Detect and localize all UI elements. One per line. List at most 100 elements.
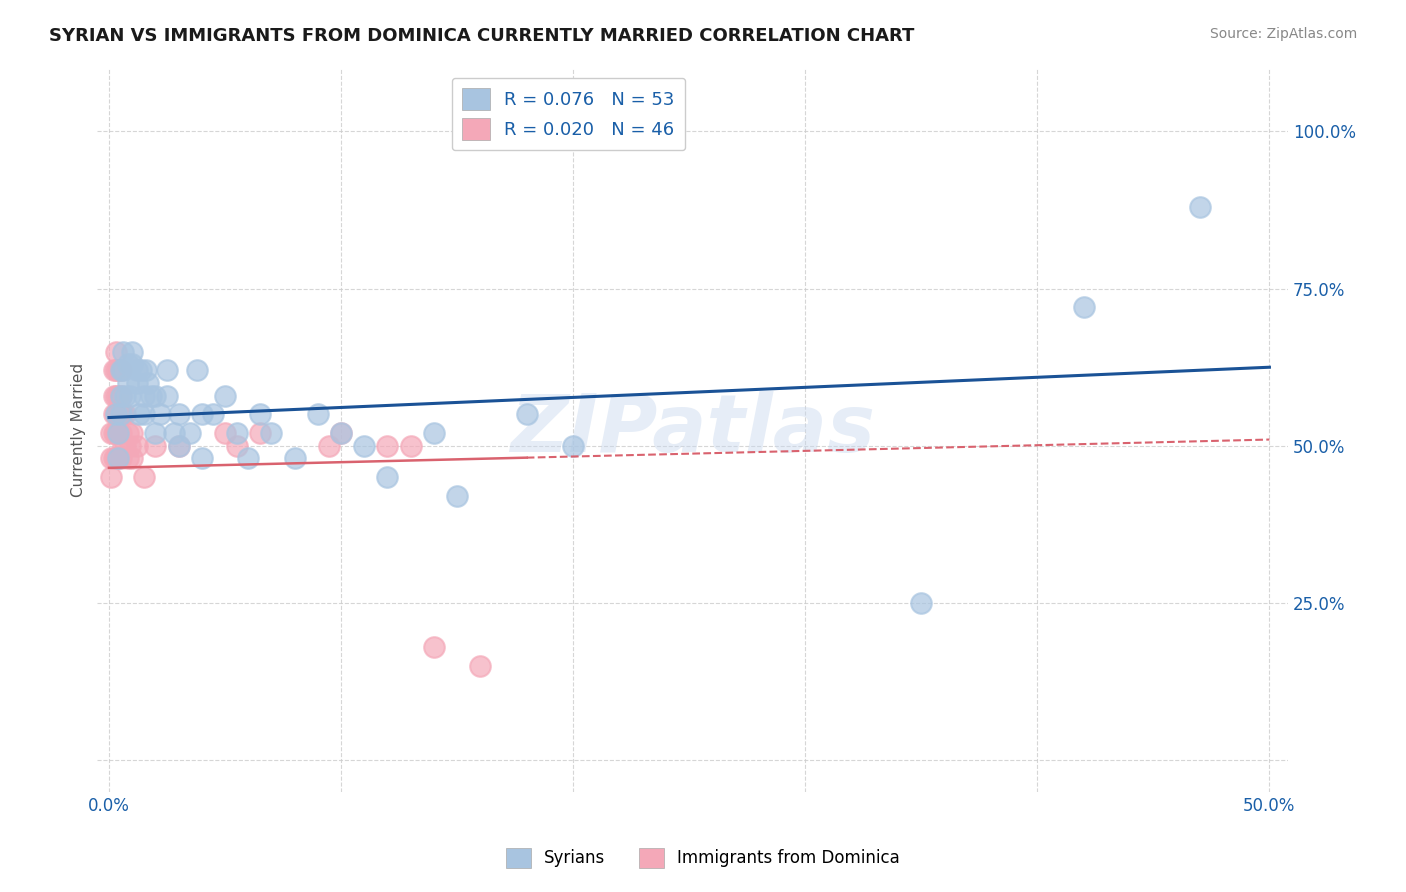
Text: SYRIAN VS IMMIGRANTS FROM DOMINICA CURRENTLY MARRIED CORRELATION CHART: SYRIAN VS IMMIGRANTS FROM DOMINICA CURRE…	[49, 27, 914, 45]
Point	[110, 426, 132, 441]
Point	[132, 388, 155, 402]
Point	[132, 470, 155, 484]
Point	[117, 376, 139, 390]
Point	[214, 388, 236, 402]
Point	[470, 659, 492, 673]
Point	[186, 363, 208, 377]
Point	[121, 357, 143, 371]
Point	[114, 408, 136, 422]
Point	[110, 388, 132, 402]
Point	[121, 344, 143, 359]
Point	[238, 451, 260, 466]
Point	[110, 408, 132, 422]
Point	[125, 439, 148, 453]
Point	[100, 470, 122, 484]
Point	[114, 388, 136, 402]
Point	[107, 426, 129, 441]
Point	[107, 388, 129, 402]
Point	[128, 408, 150, 422]
Point	[423, 426, 446, 441]
Point	[121, 451, 143, 466]
Point	[910, 596, 932, 610]
Point	[202, 408, 225, 422]
Legend: R = 0.076   N = 53, R = 0.020   N = 46: R = 0.076 N = 53, R = 0.020 N = 46	[451, 78, 685, 151]
Point	[103, 363, 125, 377]
Point	[104, 388, 127, 402]
Point	[307, 408, 329, 422]
Point	[131, 363, 153, 377]
Point	[225, 439, 247, 453]
Point	[111, 344, 134, 359]
Point	[167, 439, 190, 453]
Point	[167, 439, 190, 453]
Point	[104, 426, 127, 441]
Point	[249, 426, 271, 441]
Point	[156, 363, 179, 377]
Point	[107, 408, 129, 422]
Point	[110, 451, 132, 466]
Point	[1073, 301, 1095, 315]
Point	[135, 363, 157, 377]
Point	[107, 451, 129, 466]
Point	[163, 426, 186, 441]
Point	[260, 426, 283, 441]
Y-axis label: Currently Married: Currently Married	[72, 363, 86, 497]
Point	[399, 439, 422, 453]
Point	[104, 451, 127, 466]
Point	[110, 388, 132, 402]
Point	[179, 426, 201, 441]
Point	[446, 489, 468, 503]
Point	[117, 451, 139, 466]
Point	[191, 451, 214, 466]
Point	[104, 344, 127, 359]
Point	[111, 439, 134, 453]
Point	[138, 376, 160, 390]
Point	[118, 388, 141, 402]
Point	[100, 426, 122, 441]
Point	[110, 408, 132, 422]
Point	[330, 426, 353, 441]
Point	[107, 363, 129, 377]
Point	[225, 426, 247, 441]
Point	[562, 439, 585, 453]
Point	[249, 408, 271, 422]
Point	[423, 640, 446, 654]
Point	[139, 388, 162, 402]
Point	[149, 408, 172, 422]
Point	[516, 408, 538, 422]
Point	[110, 363, 132, 377]
Point	[103, 388, 125, 402]
Point	[100, 451, 122, 466]
Point	[103, 408, 125, 422]
Point	[145, 426, 167, 441]
Point	[167, 408, 190, 422]
Point	[214, 426, 236, 441]
Point	[117, 426, 139, 441]
Point	[117, 357, 139, 371]
Point	[145, 439, 167, 453]
Point	[132, 408, 155, 422]
Point	[110, 363, 132, 377]
Point	[104, 363, 127, 377]
Text: ZIPatlas: ZIPatlas	[510, 391, 875, 469]
Point	[377, 439, 399, 453]
Point	[118, 439, 141, 453]
Point	[104, 408, 127, 422]
Point	[125, 376, 148, 390]
Point	[1188, 200, 1211, 214]
Point	[104, 408, 127, 422]
Point	[107, 426, 129, 441]
Point	[103, 426, 125, 441]
Point	[330, 426, 353, 441]
Legend: Syrians, Immigrants from Dominica: Syrians, Immigrants from Dominica	[499, 841, 907, 875]
Point	[111, 363, 134, 377]
Point	[125, 363, 148, 377]
Point	[284, 451, 307, 466]
Point	[103, 451, 125, 466]
Point	[318, 439, 340, 453]
Point	[114, 439, 136, 453]
Point	[377, 470, 399, 484]
Point	[156, 388, 179, 402]
Text: Source: ZipAtlas.com: Source: ZipAtlas.com	[1209, 27, 1357, 41]
Point	[353, 439, 375, 453]
